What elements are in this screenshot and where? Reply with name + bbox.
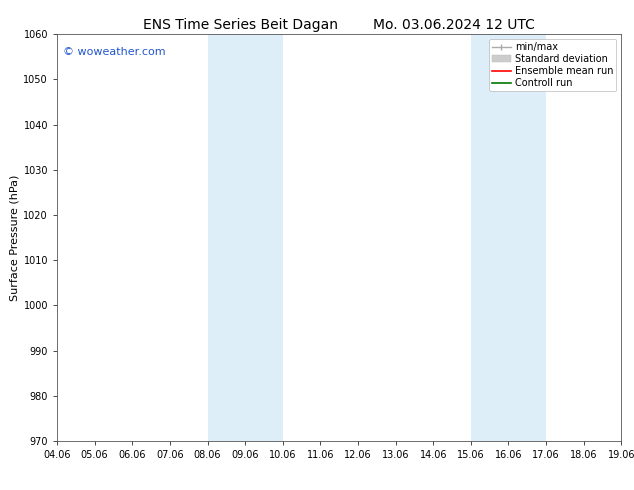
Title: ENS Time Series Beit Dagan        Mo. 03.06.2024 12 UTC: ENS Time Series Beit Dagan Mo. 03.06.202… [143, 18, 535, 32]
Text: © woweather.com: © woweather.com [63, 47, 165, 56]
Legend: min/max, Standard deviation, Ensemble mean run, Controll run: min/max, Standard deviation, Ensemble me… [489, 39, 616, 91]
Bar [207, 34, 283, 441]
Bar [471, 34, 546, 441]
Y-axis label: Surface Pressure (hPa): Surface Pressure (hPa) [10, 174, 19, 301]
